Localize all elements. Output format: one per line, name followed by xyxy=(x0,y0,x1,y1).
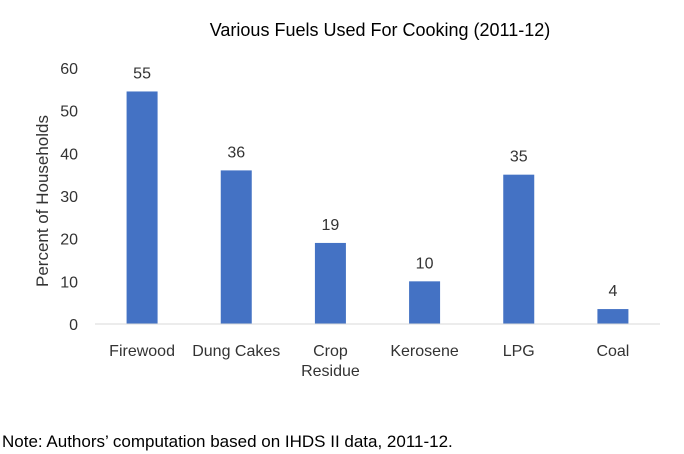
bar-chart: Various Fuels Used For Cooking (2011-12)… xyxy=(33,20,660,380)
x-tick-label: Dung Cakes xyxy=(192,343,280,360)
x-tick-label: Firewood xyxy=(109,343,175,360)
y-tick-label: 60 xyxy=(60,61,78,78)
y-axis-ticks: 0 10 20 30 40 50 60 xyxy=(60,61,78,334)
bar xyxy=(314,242,346,324)
data-label: 35 xyxy=(510,149,528,166)
x-tick-label: Residue xyxy=(301,363,360,380)
y-tick-label: 30 xyxy=(60,189,78,206)
y-axis-label: Percent of Households xyxy=(33,115,52,287)
chart-title: Various Fuels Used For Cooking (2011-12) xyxy=(210,20,551,40)
x-axis-ticks: Firewood Dung Cakes Crop Residue Kerosene LPG… xyxy=(109,343,629,380)
y-tick-label: 10 xyxy=(60,274,78,291)
y-tick-label: 50 xyxy=(60,104,78,121)
bar xyxy=(597,309,629,324)
data-label: 19 xyxy=(322,217,340,234)
bar xyxy=(126,91,158,324)
x-tick-label: Coal xyxy=(596,343,629,360)
bars xyxy=(126,91,629,324)
x-tick-label: Crop xyxy=(313,343,348,360)
data-label: 4 xyxy=(608,283,617,300)
y-tick-label: 20 xyxy=(60,232,78,249)
data-label: 36 xyxy=(227,144,245,161)
x-tick-label: LPG xyxy=(503,343,535,360)
bar xyxy=(409,281,441,324)
y-tick-label: 40 xyxy=(60,146,78,163)
data-labels: 55 36 19 10 35 4 xyxy=(133,65,617,300)
data-label: 55 xyxy=(133,65,151,82)
y-tick-label: 0 xyxy=(69,317,78,334)
bar xyxy=(503,174,535,324)
x-tick-label: Kerosene xyxy=(390,343,459,360)
data-label: 10 xyxy=(416,255,434,272)
chart-note: Note: Authors’ computation based on IHDS… xyxy=(2,432,453,451)
bar xyxy=(220,170,252,324)
